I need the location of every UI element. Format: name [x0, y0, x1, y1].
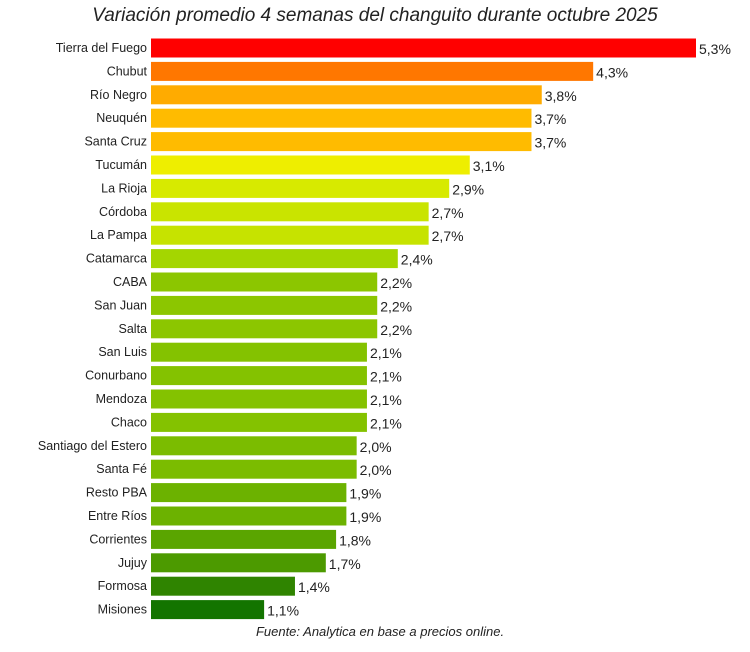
category-label-tucuman: Tucumán [95, 158, 147, 172]
value-label-la-rioja: 2,9% [452, 181, 484, 197]
category-label-santiago-del-estero: Santiago del Estero [38, 439, 147, 453]
category-label-resto-pba: Resto PBA [86, 486, 148, 500]
value-label-corrientes: 1,8% [339, 532, 371, 548]
category-label-salta: Salta [119, 322, 148, 336]
bar-mendoza [151, 389, 367, 409]
value-label-chaco: 2,1% [370, 415, 402, 431]
bar-salta [151, 319, 378, 339]
category-label-entre-rios: Entre Ríos [88, 509, 147, 523]
category-label-catamarca: Catamarca [86, 252, 147, 266]
value-label-san-luis: 2,1% [370, 345, 402, 361]
bar-santa-fe [151, 459, 357, 479]
category-label-la-pampa: La Pampa [90, 228, 147, 242]
category-label-jujuy: Jujuy [118, 556, 148, 570]
bar-catamarca [151, 249, 398, 269]
value-label-cordoba: 2,7% [432, 205, 464, 221]
chart-title: Variación promedio 4 semanas del changui… [92, 5, 658, 26]
bar-santa-cruz [151, 132, 532, 152]
value-label-mendoza: 2,1% [370, 392, 402, 408]
category-label-la-rioja: La Rioja [101, 181, 147, 195]
bar-misiones [151, 600, 265, 620]
category-label-santa-cruz: Santa Cruz [84, 135, 147, 149]
bar-entre-rios [151, 506, 347, 526]
value-label-la-pampa: 2,7% [432, 228, 464, 244]
category-label-caba: CABA [113, 275, 148, 289]
category-label-misiones: Misiones [98, 603, 147, 617]
value-label-chubut: 4,3% [596, 64, 628, 80]
category-label-corrientes: Corrientes [89, 532, 147, 546]
bar-la-pampa [151, 225, 429, 245]
value-label-santa-fe: 2,0% [360, 462, 392, 478]
bar-resto-pba [151, 483, 347, 503]
bar-chubut [151, 61, 594, 81]
bar-san-luis [151, 342, 367, 362]
bar-caba [151, 272, 378, 292]
value-label-entre-rios: 1,9% [349, 509, 381, 525]
value-label-santa-cruz: 3,7% [534, 135, 566, 151]
bar-conurbano [151, 366, 367, 386]
value-label-tucuman: 3,1% [473, 158, 505, 174]
value-label-neuquen: 3,7% [534, 111, 566, 127]
value-label-conurbano: 2,1% [370, 369, 402, 385]
bar-santiago-del-estero [151, 436, 357, 456]
value-label-jujuy: 1,7% [329, 556, 361, 572]
bar-neuquen [151, 108, 532, 128]
bar-corrientes [151, 529, 337, 549]
bar-formosa [151, 576, 295, 596]
bar-tierra-del-fuego [151, 38, 696, 58]
value-label-tierra-del-fuego: 5,3% [699, 41, 731, 57]
value-label-catamarca: 2,4% [401, 252, 433, 268]
bars [151, 38, 696, 620]
value-label-salta: 2,2% [380, 322, 412, 338]
category-labels: Tierra del Fuego Chubut Río Negro Neuquén Sa… [38, 41, 148, 617]
bar-chaco [151, 412, 367, 432]
bar-la-rioja [151, 178, 450, 198]
value-label-misiones: 1,1% [267, 603, 299, 619]
bar-tucuman [151, 155, 470, 175]
category-label-chaco: Chaco [111, 415, 147, 429]
category-label-conurbano: Conurbano [85, 369, 147, 383]
value-label-caba: 2,2% [380, 275, 412, 291]
category-label-tierra-del-fuego: Tierra del Fuego [56, 41, 147, 55]
category-label-san-luis: San Luis [98, 345, 147, 359]
category-label-cordoba: Córdoba [99, 205, 147, 219]
bar-cordoba [151, 202, 429, 222]
value-label-rio-negro: 3,8% [545, 88, 577, 104]
category-label-mendoza: Mendoza [96, 392, 147, 406]
bar-san-juan [151, 295, 378, 315]
category-label-chubut: Chubut [107, 64, 148, 78]
value-labels: 5,3% 4,3% 3,8% 3,7% 3,7% 3,1% 2,9% 2,7% 2,7% 2,4%… [267, 41, 731, 619]
category-label-santa-fe: Santa Fé [96, 462, 147, 476]
category-label-san-juan: San Juan [94, 298, 147, 312]
category-label-formosa: Formosa [98, 579, 147, 593]
category-label-neuquen: Neuquén [96, 111, 147, 125]
value-label-formosa: 1,4% [298, 579, 330, 595]
bar-jujuy [151, 553, 326, 573]
category-label-rio-negro: Río Negro [90, 88, 147, 102]
value-label-san-juan: 2,2% [380, 298, 412, 314]
value-label-resto-pba: 1,9% [349, 486, 381, 502]
bar-rio-negro [151, 85, 542, 105]
value-label-santiago-del-estero: 2,0% [360, 439, 392, 455]
chart-source: Fuente: Analytica en base a precios onli… [255, 624, 505, 639]
